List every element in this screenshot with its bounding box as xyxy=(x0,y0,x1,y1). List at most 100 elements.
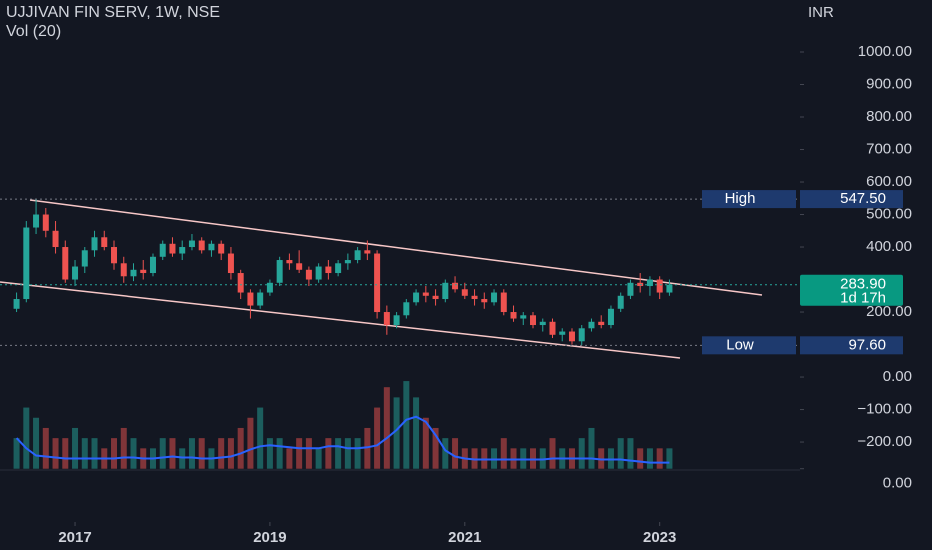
tag-value: 97.60 xyxy=(848,336,886,353)
volume-bar xyxy=(335,438,342,469)
candle-body xyxy=(296,263,303,270)
candle-body xyxy=(218,243,225,254)
candle-body xyxy=(403,302,410,316)
last-price-countdown: 1d 17h xyxy=(840,290,886,307)
candle-body xyxy=(315,266,322,280)
candle-body xyxy=(442,282,449,300)
x-tick-label: 2017 xyxy=(58,529,91,546)
volume-bar xyxy=(257,407,264,469)
tag-box xyxy=(702,336,796,355)
candle-body xyxy=(607,308,614,326)
volume-bar xyxy=(159,438,166,469)
candle-body xyxy=(646,279,653,287)
volume-bar xyxy=(656,448,663,469)
volume-bar xyxy=(218,438,225,469)
volume-bar xyxy=(188,438,195,469)
channel-lower xyxy=(0,281,681,359)
y-tick-label: −100.00 xyxy=(857,401,912,418)
candle-body xyxy=(471,295,478,300)
y-tick-label: 200.00 xyxy=(866,303,912,320)
x-tick-label: 2019 xyxy=(253,529,286,546)
volume-bar xyxy=(227,438,234,469)
volume-bar xyxy=(374,407,381,469)
candle-body xyxy=(374,253,381,313)
volume-bar xyxy=(130,438,137,469)
candle-body xyxy=(91,237,98,251)
candle-body xyxy=(413,292,420,303)
volume-bar xyxy=(33,417,40,469)
currency: INR xyxy=(808,4,834,21)
volume-bar xyxy=(627,438,634,469)
volume-bar xyxy=(42,427,49,469)
volume-ma-line xyxy=(15,415,670,464)
volume-bar xyxy=(237,427,244,469)
candle-body xyxy=(159,243,166,257)
volume-bar xyxy=(169,438,176,469)
volume-bar xyxy=(325,438,332,469)
candle-body xyxy=(111,247,118,264)
volume-bar xyxy=(296,438,303,469)
volume-bar xyxy=(62,438,69,469)
candle-body xyxy=(530,315,537,326)
y-tick-label: 500.00 xyxy=(866,205,912,222)
tag-value: 547.50 xyxy=(840,190,886,207)
volume-bar xyxy=(413,397,420,469)
candle-body xyxy=(666,284,673,293)
candle-body xyxy=(120,263,127,277)
volume-bar xyxy=(198,438,205,469)
candle-body xyxy=(62,247,69,280)
candle-body xyxy=(578,328,585,342)
y-tick-label: 600.00 xyxy=(866,173,912,190)
volume-bar xyxy=(72,427,79,469)
volume-bar xyxy=(549,438,556,469)
volume-bar xyxy=(452,438,459,469)
volume-bar xyxy=(247,417,254,469)
candle-body xyxy=(188,240,195,248)
candle-body xyxy=(598,321,605,326)
candle-body xyxy=(617,295,624,309)
candle-body xyxy=(500,292,507,313)
volume-bar xyxy=(364,427,371,469)
tag-box xyxy=(702,190,796,209)
candle-body xyxy=(344,260,351,264)
candle-body xyxy=(364,250,371,254)
candle-body xyxy=(23,227,30,300)
volume-bar xyxy=(81,438,88,469)
y-tick-label: 0.00 xyxy=(883,368,912,385)
volume-bar xyxy=(266,438,273,469)
candle-body xyxy=(422,292,429,296)
candle-body xyxy=(72,266,79,280)
volume-bar xyxy=(13,438,20,469)
volume-bar xyxy=(120,427,127,469)
y-tick-label: 800.00 xyxy=(866,108,912,125)
volume-bar xyxy=(500,438,507,469)
volume-bar xyxy=(305,438,312,469)
candle-body xyxy=(559,331,566,335)
volume-bar xyxy=(383,387,390,469)
volume-bar xyxy=(666,448,673,469)
volume-bar xyxy=(588,427,595,469)
candle-body xyxy=(130,269,137,277)
volume-bar xyxy=(286,448,293,469)
tag-box xyxy=(800,336,903,355)
volume-bar xyxy=(179,448,186,469)
candle-body xyxy=(179,247,186,254)
candle-body xyxy=(627,282,634,296)
volume-bar xyxy=(276,438,283,469)
y-tick-label: 900.00 xyxy=(866,75,912,92)
candle-body xyxy=(432,295,439,300)
candle-body xyxy=(510,312,517,319)
y-tick-label: 700.00 xyxy=(866,140,912,157)
volume-bar xyxy=(111,438,118,469)
y-tick-label: 1000.00 xyxy=(858,43,912,60)
volume-bar xyxy=(23,407,30,469)
volume-bar xyxy=(637,448,644,469)
candle-body xyxy=(140,269,147,274)
tag-box xyxy=(800,190,903,209)
candle-body xyxy=(286,260,293,264)
volume-bar xyxy=(578,438,585,469)
volume-bar xyxy=(442,438,449,469)
candle-body xyxy=(33,214,40,228)
candle-body xyxy=(237,273,244,293)
